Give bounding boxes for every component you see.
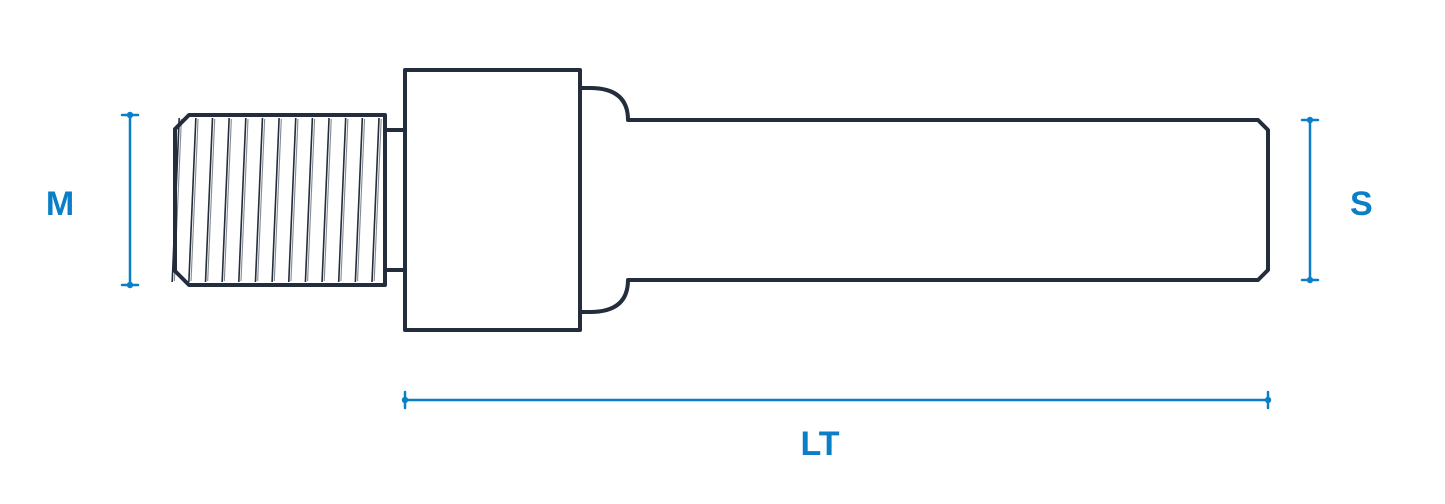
technical-diagram: M S LT [0,0,1445,504]
dim-label-lt: LT [800,425,839,463]
relief-groove [385,130,405,270]
dim-label-m: M [46,185,74,223]
hex-collar [405,70,580,330]
shaft [580,88,1268,312]
dim-label-s: S [1350,185,1373,223]
